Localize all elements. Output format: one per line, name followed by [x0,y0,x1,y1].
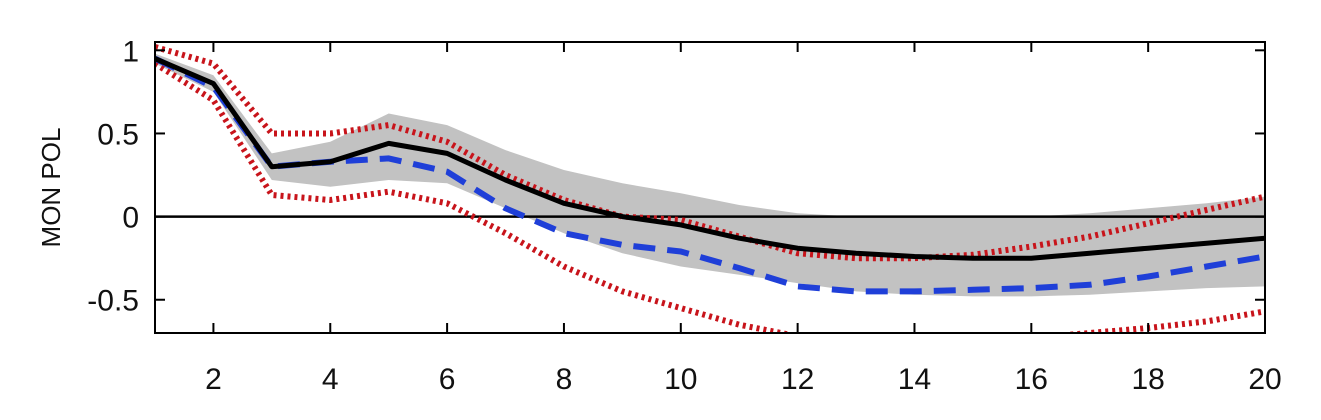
x-tick-label: 14 [898,363,931,396]
x-tick-label: 20 [1248,363,1281,396]
y-axis-label: MON POL [36,128,66,248]
x-tick-label: 6 [439,363,456,396]
x-tick-label: 16 [1015,363,1048,396]
x-tick-label: 2 [205,363,222,396]
y-tick-label: -0.5 [87,285,139,318]
plot-area [155,44,1265,333]
bound-line-2 [155,44,1265,262]
x-tick-label: 10 [664,363,697,396]
x-tick-label: 12 [781,363,814,396]
x-tick-label: 8 [556,363,573,396]
y-tick-label: 1 [122,35,139,68]
y-tick-label: 0 [122,202,139,235]
y-tick-label: 0.5 [97,118,139,151]
plot-frame [154,41,1266,334]
confidence-band [155,53,1265,297]
x-tick-label: 18 [1131,363,1164,396]
x-tick-label: 4 [322,363,339,396]
dashed-series-line-1 [155,55,1265,295]
median-line-0 [155,56,1265,261]
bound-line-3 [155,61,1265,333]
